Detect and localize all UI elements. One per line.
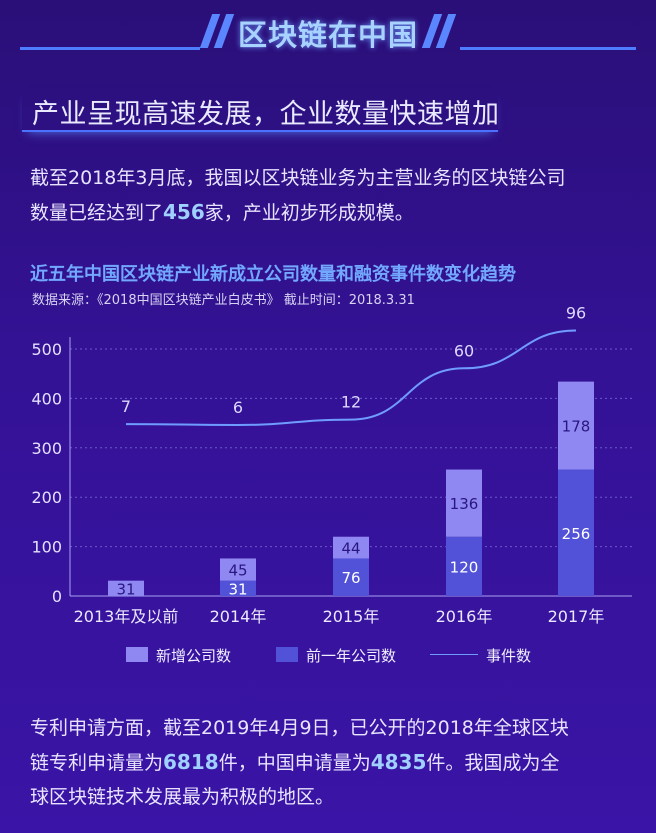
x-tick-label: 2016年 (436, 607, 493, 626)
legend-swatch-prev (276, 647, 298, 662)
chart-title: 近五年中国区块链产业新成立公司数量和融资事件数变化趋势 (30, 264, 516, 285)
bar-new-companies (333, 536, 369, 559)
bar-prev-label: 120 (450, 558, 479, 576)
bar-prev-label: 76 (341, 569, 360, 587)
bar-new-companies (558, 381, 594, 470)
intro-paragraph: 截至2018年3月底，我国以区块链业务为主营业务的区块链公司 数量已经达到了45… (30, 161, 640, 230)
intro-line-1: 截至2018年3月底，我国以区块链业务为主营业务的区块链公司 (30, 167, 566, 189)
bar-prev-companies (333, 558, 369, 596)
patent-line-1: 专利申请方面，截至2019年4月9日，已公开的2018年全球区块 (30, 717, 569, 739)
y-tick-label: 0 (52, 587, 62, 606)
page-title: 区块链在中国 (238, 18, 419, 52)
events-label: 7 (121, 397, 131, 416)
events-line (125, 329, 577, 427)
y-tick-label: 200 (31, 488, 62, 507)
intro-text: 数量已经达到了 (30, 202, 164, 224)
patent-paragraph: 专利申请方面，截至2019年4月9日，已公开的2018年全球区块 链专利申请量为… (30, 711, 640, 814)
x-tick-label: 2017年 (548, 607, 605, 626)
bar-new-label: 178 (562, 418, 591, 436)
banner-line-left (20, 47, 200, 50)
section-subtitle: 产业呈现高速发展，企业数量快速增加 (32, 99, 500, 130)
section-heading: 产业呈现高速发展，企业数量快速增加 (22, 88, 500, 132)
bar-new-companies (446, 469, 482, 537)
x-tick-label: 2013年及以前 (74, 607, 179, 626)
patent-line-2: 链专利申请量为6818件，中国申请量为4835件。我国成为全 (30, 745, 640, 780)
bar-prev-label: 31 (228, 580, 247, 598)
events-label: 60 (454, 341, 474, 360)
patent-line-3: 球区块链技术发展最为积极的地区。 (30, 786, 335, 808)
y-tick-label: 300 (31, 439, 62, 458)
intro-text: 家，产业初步形成规模。 (204, 202, 414, 224)
global-patent-count: 6818 (163, 750, 219, 774)
events-label: 12 (341, 393, 361, 412)
chart-source: 数据来源：《2018中国区块链产业白皮书》 截止时间：2018.3.31 (32, 293, 415, 308)
y-tick-label: 100 (31, 538, 62, 557)
banner-line-right (460, 47, 636, 50)
legend-swatch-events (430, 654, 478, 655)
legend-label-events: 事件数 (486, 647, 532, 665)
x-tick-label: 2015年 (323, 607, 380, 626)
bar-new-label: 31 (116, 580, 135, 598)
y-tick-label: 400 (31, 389, 62, 408)
bar-new-label: 136 (450, 495, 479, 513)
company-count: 456 (163, 200, 205, 224)
legend-label-new: 新增公司数 (156, 647, 232, 665)
events-label: 6 (233, 398, 243, 417)
bar-new-companies (108, 580, 144, 596)
legend-swatch-new (126, 647, 148, 662)
y-tick-label: 500 (31, 340, 62, 359)
bar-prev-companies (220, 580, 256, 596)
bar-new-label: 45 (228, 562, 247, 580)
patent-text: 链专利申请量为 (30, 752, 164, 774)
bar-new-companies (220, 558, 256, 581)
china-patent-count: 4835 (370, 750, 427, 774)
bar-prev-companies (558, 469, 594, 596)
header-banner: 区块链在中国 (0, 8, 656, 52)
bar-prev-companies (446, 536, 482, 596)
intro-line-2: 数量已经达到了456家，产业初步形成规模。 (30, 195, 640, 230)
bar-prev-label: 256 (562, 525, 591, 543)
patent-text: 件，中国申请量为 (218, 752, 371, 774)
events-label: 96 (566, 304, 586, 323)
bar-new-label: 44 (341, 540, 360, 558)
legend-label-prev: 前一年公司数 (306, 647, 397, 665)
x-tick-label: 2014年 (210, 607, 267, 626)
stacked-bar-line-chart: 0100200300400500312013年及以前31452014年76442… (31, 304, 632, 626)
patent-text: 件。我国成为全 (426, 752, 560, 774)
